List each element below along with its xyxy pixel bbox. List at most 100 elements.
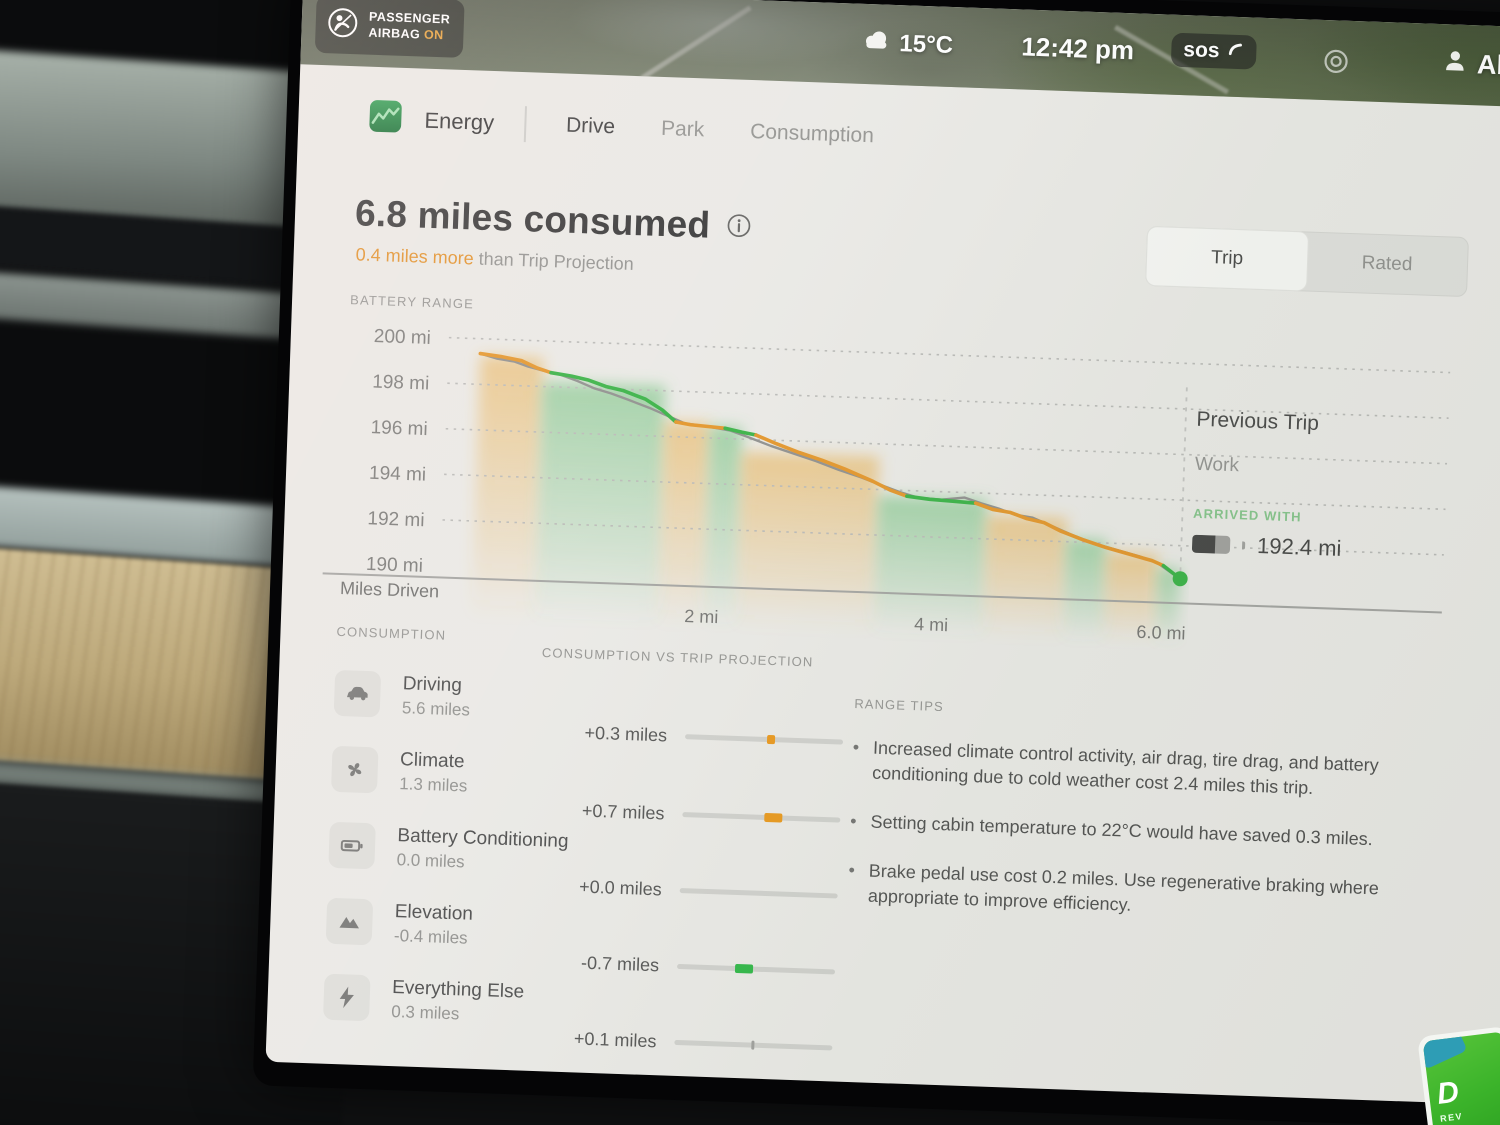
temperature-value: 15°C xyxy=(898,29,954,59)
row-value: 0.0 miles xyxy=(396,849,465,871)
toggle-rated[interactable]: Rated xyxy=(1361,252,1413,276)
tab-drive[interactable]: Drive xyxy=(565,113,616,138)
sos-button[interactable]: sos xyxy=(1170,32,1258,70)
consumption-row-elevation: Elevation -0.4 miles xyxy=(325,897,474,949)
mountain-icon xyxy=(325,897,374,946)
svg-text:200 mi: 200 mi xyxy=(373,326,431,349)
bullet-dot: • xyxy=(849,810,857,831)
arrived-with-value: 192.4 mi xyxy=(1256,532,1342,561)
previous-trip-panel: Previous Trip Work ARRIVED WITH 192.4 mi xyxy=(1191,407,1346,562)
airbag-state: ON xyxy=(423,27,444,43)
row-label: Battery Conditioning xyxy=(397,824,569,852)
row-label: Elevation xyxy=(394,900,474,925)
toggle-trip[interactable]: Trip xyxy=(1146,226,1309,291)
screen-bezel: PASSENGER AIRBAG ON xyxy=(252,0,1500,1125)
phone-icon xyxy=(1227,40,1245,65)
x-axis-label: Miles Driven xyxy=(339,577,440,602)
comparison-row: +0.3 miles xyxy=(539,721,844,753)
driver-name: Abi xyxy=(1476,49,1500,81)
energy-app-label: Energy xyxy=(424,107,495,135)
tab-consumption[interactable]: Consumption xyxy=(749,119,875,147)
delta-slider xyxy=(679,888,838,899)
range-tip: • Increased climate control activity, ai… xyxy=(852,736,1380,798)
delta-marker xyxy=(766,734,776,745)
row-label: Everything Else xyxy=(391,976,525,1003)
location-ring-icon xyxy=(1321,46,1352,77)
battery-range-label: BATTERY RANGE xyxy=(349,292,475,312)
arrived-with-label: ARRIVED WITH xyxy=(1192,505,1302,525)
range-tips-section: RANGE TIPS • Increased climate control a… xyxy=(847,696,1414,927)
row-label: Climate xyxy=(399,748,465,772)
delta-marker xyxy=(764,812,783,823)
consumption-row-climate: Climate 1.3 miles xyxy=(330,745,469,797)
bullet-dot: • xyxy=(848,859,856,880)
energy-app-header: Energy xyxy=(368,99,495,142)
delta-marker xyxy=(734,963,754,974)
info-icon[interactable] xyxy=(725,205,752,248)
row-value: 1.3 miles xyxy=(398,773,468,796)
sticker-logo: D REV xyxy=(1422,1031,1500,1125)
delta-slider xyxy=(676,963,836,975)
svg-text:2 mi: 2 mi xyxy=(684,606,719,627)
svg-text:198 mi: 198 mi xyxy=(372,372,430,395)
row-value: -0.4 miles xyxy=(393,925,468,948)
person-icon xyxy=(1440,46,1469,82)
consumption-header: CONSUMPTION xyxy=(336,623,447,643)
svg-text:194 mi: 194 mi xyxy=(369,463,427,486)
fan-icon xyxy=(330,745,379,794)
range-tip: • Setting cabin temperature to 22°C woul… xyxy=(849,810,1374,849)
status-bar-right: 15°C 12:42 pm sos xyxy=(840,3,1500,113)
battery-level-icon xyxy=(1191,534,1231,555)
bullet-dot: • xyxy=(852,736,860,758)
clock: 12:42 pm xyxy=(1020,31,1135,66)
range-tips-header: RANGE TIPS xyxy=(854,695,945,715)
airbag-icon xyxy=(325,5,360,45)
delta-slider xyxy=(674,1039,833,1051)
consumed-title: 6.8 miles consumed xyxy=(354,192,752,248)
previous-trip-title: Previous Trip xyxy=(1196,407,1320,436)
energy-nav: Energy Drive Park Consumption xyxy=(368,99,885,156)
range-tip: • Brake pedal use cost 0.2 miles. Use re… xyxy=(848,859,1380,915)
row-value: 5.6 miles xyxy=(401,697,471,720)
tab-park[interactable]: Park xyxy=(660,116,705,141)
touchscreen: PASSENGER AIRBAG ON xyxy=(251,0,1500,1125)
tab-divider xyxy=(523,105,527,142)
comparison-header: CONSUMPTION VS TRIP PROJECTION xyxy=(541,645,814,670)
battery-nub xyxy=(1241,541,1246,550)
consumption-row-battery-conditioning: Battery Conditioning 0.0 miles xyxy=(328,821,569,876)
airbag-label: PASSENGER AIRBAG ON xyxy=(368,10,451,43)
svg-text:4 mi: 4 mi xyxy=(914,614,949,635)
consumption-row-everything-else: Everything Else 0.3 miles xyxy=(323,973,525,1027)
driver-profile-button[interactable]: Abi xyxy=(1440,46,1500,84)
passenger-airbag-badge: PASSENGER AIRBAG ON xyxy=(314,0,465,58)
previous-trip-destination: Work xyxy=(1194,453,1240,477)
consumption-section: CONSUMPTION Driving 5.6 miles xyxy=(323,623,569,1023)
range-display-toggle: Trip Rated xyxy=(1145,225,1470,298)
svg-text:196 mi: 196 mi xyxy=(370,417,428,440)
delta-marker xyxy=(751,1040,755,1050)
arrived-with-row: 192.4 mi xyxy=(1191,531,1342,562)
energy-app-icon xyxy=(368,99,403,139)
consumption-row-driving: Driving 5.6 miles xyxy=(333,669,472,721)
comparison-row: +0.1 miles xyxy=(528,1027,833,1059)
windscreen-sticker: D REV xyxy=(1417,1025,1500,1125)
projection-delta-subtitle: 0.4 miles more than Trip Projection xyxy=(355,244,635,275)
svg-text:192 mi: 192 mi xyxy=(367,508,425,531)
battery-range-chart: 200 mi 198 mi 196 mi 194 mi 192 mi 190 mi 2 mi… xyxy=(322,326,1451,644)
car-icon xyxy=(333,669,382,718)
comparison-row: +0.7 miles xyxy=(536,799,841,831)
comparison-row: +0.0 miles xyxy=(533,875,838,907)
bolt-icon xyxy=(323,973,371,1022)
row-value: 0.3 miles xyxy=(391,1001,460,1023)
energy-app-screen: PASSENGER AIRBAG ON xyxy=(265,0,1500,1111)
svg-text:6.0 mi: 6.0 mi xyxy=(1136,622,1186,644)
cloud-icon xyxy=(861,28,892,58)
comparison-section: CONSUMPTION VS TRIP PROJECTION +0.3 mile… xyxy=(541,645,872,1051)
comparison-row: -0.7 miles xyxy=(531,951,836,983)
delta-slider xyxy=(685,734,844,745)
weather-status: 15°C xyxy=(861,28,954,60)
svg-text:190 mi: 190 mi xyxy=(366,554,424,577)
battery-icon xyxy=(328,821,376,870)
delta-slider xyxy=(682,812,841,823)
